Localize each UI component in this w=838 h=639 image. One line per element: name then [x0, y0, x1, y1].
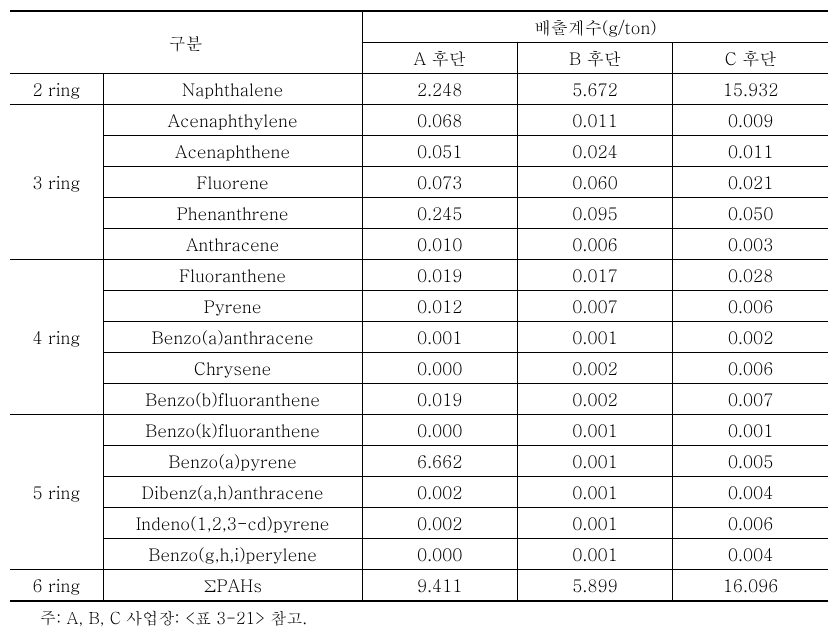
value-c: 0.006 — [673, 291, 828, 322]
value-c: 0.004 — [673, 539, 828, 570]
value-b: 0.001 — [517, 477, 672, 508]
value-a: 0.051 — [362, 136, 517, 167]
table-row: Benzo(a)pyrene6.6620.0010.005 — [10, 446, 828, 477]
value-b: 0.006 — [517, 229, 672, 260]
value-a: 0.073 — [362, 167, 517, 198]
compound-name: Benzo(k)fluoranthene — [103, 415, 362, 446]
ring-label: 4 ring — [10, 260, 103, 415]
value-b: 0.095 — [517, 198, 672, 229]
value-c: 0.011 — [673, 136, 828, 167]
value-b: 0.001 — [517, 415, 672, 446]
table-row: 5 ringBenzo(k)fluoranthene0.0000.0010.00… — [10, 415, 828, 446]
value-c: 0.050 — [673, 198, 828, 229]
value-a: 0.019 — [362, 384, 517, 415]
value-c: 0.007 — [673, 384, 828, 415]
header-col-b: B 후단 — [517, 43, 672, 74]
value-a: 0.012 — [362, 291, 517, 322]
value-a: 0.000 — [362, 353, 517, 384]
table-row: Dibenz(a,h)anthracene0.0020.0010.004 — [10, 477, 828, 508]
table-row: Anthracene0.0100.0060.003 — [10, 229, 828, 260]
value-a: 9.411 — [362, 570, 517, 602]
compound-name: Benzo(a)anthracene — [103, 322, 362, 353]
compound-name: Benzo(g,h,i)perylene — [103, 539, 362, 570]
compound-name: Indeno(1,2,3-cd)pyrene — [103, 508, 362, 539]
value-c: 0.006 — [673, 508, 828, 539]
value-b: 0.002 — [517, 384, 672, 415]
table-row: Benzo(b)fluoranthene0.0190.0020.007 — [10, 384, 828, 415]
emission-table: 구분 배출계수(g/ton) A 후단 B 후단 C 후단 2 ringNaph… — [10, 10, 828, 602]
value-c: 0.028 — [673, 260, 828, 291]
ring-label: 2 ring — [10, 74, 103, 105]
value-b: 0.011 — [517, 105, 672, 136]
value-b: 0.001 — [517, 539, 672, 570]
value-a: 0.002 — [362, 477, 517, 508]
value-c: 0.001 — [673, 415, 828, 446]
value-c: 0.009 — [673, 105, 828, 136]
value-a: 0.245 — [362, 198, 517, 229]
ring-label: 3 ring — [10, 105, 103, 260]
value-b: 5.899 — [517, 570, 672, 602]
table-row: Fluorene0.0730.0600.021 — [10, 167, 828, 198]
compound-name: Fluoranthene — [103, 260, 362, 291]
value-c: 0.021 — [673, 167, 828, 198]
table-row: 6 ringΣPAHs9.4115.89916.096 — [10, 570, 828, 602]
ring-label: 5 ring — [10, 415, 103, 570]
value-b: 0.001 — [517, 508, 672, 539]
value-a: 2.248 — [362, 74, 517, 105]
value-a: 0.001 — [362, 322, 517, 353]
table-row: 4 ringFluoranthene0.0190.0170.028 — [10, 260, 828, 291]
value-c: 0.006 — [673, 353, 828, 384]
compound-name: Naphthalene — [103, 74, 362, 105]
value-b: 0.017 — [517, 260, 672, 291]
header-emission: 배출계수(g/ton) — [362, 11, 828, 43]
value-c: 16.096 — [673, 570, 828, 602]
value-a: 0.010 — [362, 229, 517, 260]
value-b: 0.002 — [517, 353, 672, 384]
table-row: 2 ringNaphthalene2.2485.67215.932 — [10, 74, 828, 105]
value-a: 6.662 — [362, 446, 517, 477]
table-row: Indeno(1,2,3-cd)pyrene0.0020.0010.006 — [10, 508, 828, 539]
value-c: 0.005 — [673, 446, 828, 477]
value-b: 0.001 — [517, 322, 672, 353]
table-row: Benzo(g,h,i)perylene0.0000.0010.004 — [10, 539, 828, 570]
compound-name: Pyrene — [103, 291, 362, 322]
value-a: 0.002 — [362, 508, 517, 539]
value-a: 0.000 — [362, 415, 517, 446]
header-col-a: A 후단 — [362, 43, 517, 74]
table-row: Pyrene0.0120.0070.006 — [10, 291, 828, 322]
value-c: 15.932 — [673, 74, 828, 105]
table-row: Acenaphthene0.0510.0240.011 — [10, 136, 828, 167]
table-row: Chrysene0.0000.0020.006 — [10, 353, 828, 384]
compound-name: Dibenz(a,h)anthracene — [103, 477, 362, 508]
compound-name: ΣPAHs — [103, 570, 362, 602]
compound-name: Fluorene — [103, 167, 362, 198]
table-row: Benzo(a)anthracene0.0010.0010.002 — [10, 322, 828, 353]
header-col-c: C 후단 — [673, 43, 828, 74]
table-row: 3 ringAcenaphthylene0.0680.0110.009 — [10, 105, 828, 136]
value-b: 0.060 — [517, 167, 672, 198]
value-b: 0.024 — [517, 136, 672, 167]
compound-name: Acenaphthene — [103, 136, 362, 167]
compound-name: Benzo(a)pyrene — [103, 446, 362, 477]
value-c: 0.002 — [673, 322, 828, 353]
compound-name: Chrysene — [103, 353, 362, 384]
compound-name: Anthracene — [103, 229, 362, 260]
value-b: 5.672 — [517, 74, 672, 105]
header-category: 구분 — [10, 11, 362, 74]
compound-name: Phenanthrene — [103, 198, 362, 229]
value-a: 0.000 — [362, 539, 517, 570]
compound-name: Benzo(b)fluoranthene — [103, 384, 362, 415]
value-a: 0.019 — [362, 260, 517, 291]
value-b: 0.007 — [517, 291, 672, 322]
value-c: 0.003 — [673, 229, 828, 260]
compound-name: Acenaphthylene — [103, 105, 362, 136]
value-c: 0.004 — [673, 477, 828, 508]
footnote: 주: A, B, C 사업장: <표 3-21> 참고. — [10, 602, 828, 629]
value-a: 0.068 — [362, 105, 517, 136]
table-row: Phenanthrene0.2450.0950.050 — [10, 198, 828, 229]
value-b: 0.001 — [517, 446, 672, 477]
ring-label: 6 ring — [10, 570, 103, 602]
